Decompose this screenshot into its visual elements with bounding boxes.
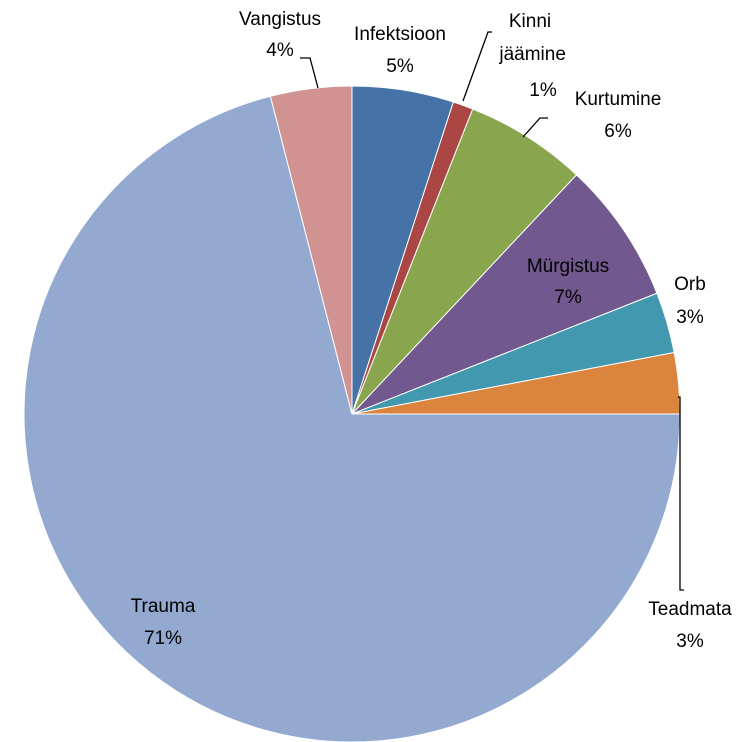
slice bbox=[351, 108, 578, 415]
slice-label: Kurtumine bbox=[575, 89, 662, 110]
slice-label: Kinni jäämine bbox=[494, 11, 566, 65]
leader-line bbox=[300, 57, 319, 89]
value-label: 5% bbox=[386, 56, 414, 77]
slice bbox=[269, 85, 353, 415]
value-label: 4% bbox=[266, 40, 294, 61]
slice bbox=[23, 95, 681, 742]
leader-line bbox=[522, 117, 548, 138]
value-label: 3% bbox=[676, 631, 704, 652]
slice-label: Mürgistus bbox=[527, 256, 609, 277]
leader-line bbox=[462, 31, 492, 102]
slice-label: Infektsioon bbox=[354, 24, 446, 45]
value-label: 7% bbox=[554, 287, 582, 308]
value-label: 1% bbox=[529, 80, 557, 101]
slice-label: Orb bbox=[674, 274, 706, 295]
value-label: 3% bbox=[676, 307, 704, 328]
labels: Infektsioon 5% Kinni jäämine 1% Kurtumine 6% M… bbox=[131, 9, 733, 652]
leader-line bbox=[678, 396, 684, 591]
slice-label: Trauma bbox=[131, 596, 196, 617]
value-label: 71% bbox=[144, 628, 182, 649]
pie bbox=[23, 85, 681, 742]
slice-label: Vangistus bbox=[239, 9, 321, 30]
slice-label: Teadmata bbox=[648, 599, 732, 620]
value-label: 6% bbox=[604, 121, 632, 142]
slice bbox=[351, 174, 658, 415]
